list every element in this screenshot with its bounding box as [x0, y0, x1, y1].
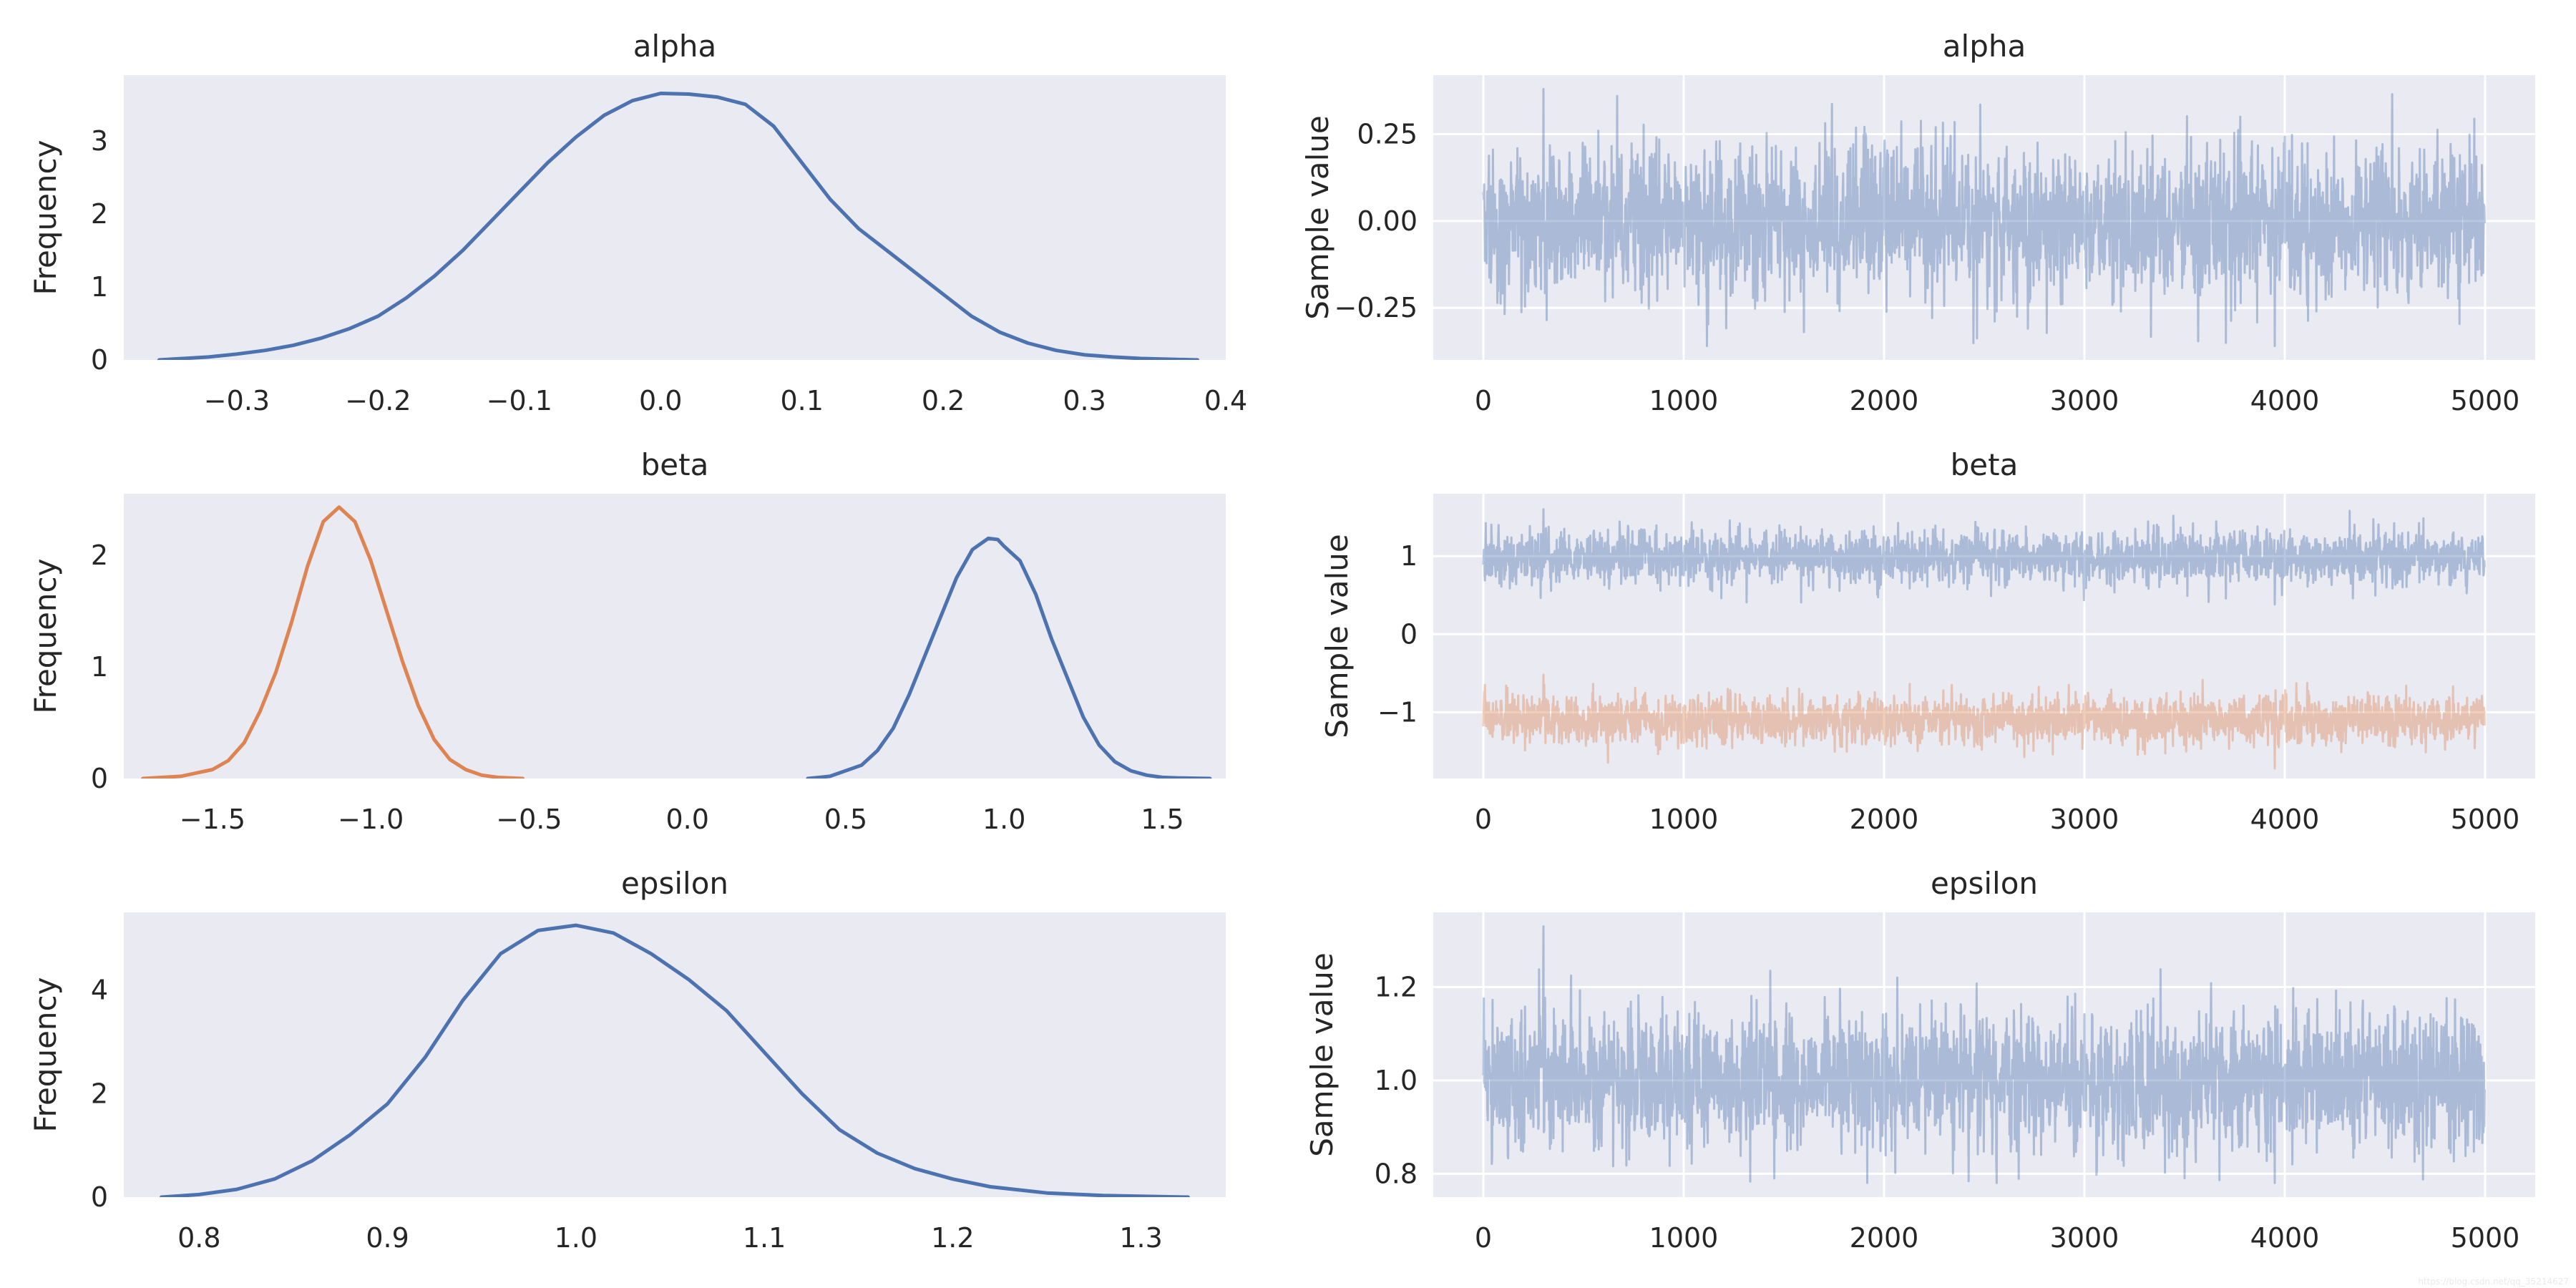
beta_kde-ytick-label: 0 — [91, 763, 108, 794]
epsilon_trace-xtick-label: 5000 — [2451, 1222, 2520, 1254]
alpha_kde-xtick-label: 0.1 — [780, 385, 823, 416]
panel-beta_trace: 0 1000 2000 3000 4000 5000 −1 0 1 beta Sample valu… — [1319, 447, 2535, 835]
alpha_kde-xtick-label: 0.2 — [922, 385, 965, 416]
panel-beta_kde: −1.5 −1.0 −0.5 0.0 0.5 1.0 1.5 0 1 2 beta Frequency — [28, 447, 1226, 835]
alpha_trace-ylabel: Sample value — [1300, 115, 1335, 320]
epsilon_kde-axes-background — [124, 912, 1226, 1197]
epsilon_trace-axes-background — [1433, 912, 2535, 1197]
epsilon_kde-xtick-label: 1.3 — [1119, 1222, 1162, 1254]
alpha_trace-xtick-label: 2000 — [1850, 385, 1919, 416]
beta_trace-ytick-label: −1 — [1377, 696, 1418, 728]
epsilon_trace-plot-area — [1482, 925, 2486, 1184]
epsilon_trace-xtick-label: 3000 — [2050, 1222, 2119, 1254]
beta_trace-ylabel: Sample value — [1319, 534, 1355, 738]
alpha_kde-ytick-label: 3 — [91, 125, 108, 157]
beta_kde-xtick-label: −0.5 — [496, 804, 562, 835]
epsilon_kde-ylabel: Frequency — [28, 977, 63, 1133]
epsilon_trace-xtick-label: 1000 — [1649, 1222, 1719, 1254]
epsilon_trace-xtick-label: 0 — [1475, 1222, 1492, 1254]
alpha_trace-xtick-label: 5000 — [2451, 385, 2520, 416]
beta_kde-xtick-label: 1.0 — [982, 804, 1025, 835]
beta_kde-series-line — [141, 505, 525, 779]
alpha_trace-xtick-label: 0 — [1475, 385, 1492, 416]
epsilon_trace-trace-series — [1482, 925, 2486, 1184]
panel-alpha_kde: −0.3 −0.2 −0.1 0.0 0.1 0.2 0.3 0.4 0 1 2 3 alpha Freq… — [28, 29, 1247, 416]
beta_kde-ytick-label: 2 — [91, 540, 108, 571]
beta_trace-xtick-label: 5000 — [2451, 804, 2520, 835]
epsilon_kde-xtick-label: 1.1 — [743, 1222, 786, 1254]
epsilon_trace-xtick-label: 4000 — [2250, 1222, 2320, 1254]
epsilon_kde-ytick-label: 4 — [91, 975, 108, 1006]
epsilon_kde-title: epsilon — [621, 866, 728, 901]
alpha_kde-ylabel: Frequency — [28, 140, 63, 296]
panel-alpha_trace: 0 1000 2000 3000 4000 5000 −0.25 0.00 0.25 alpha S… — [1300, 29, 2535, 416]
beta_trace-axes-background — [1433, 494, 2535, 779]
epsilon_kde-ytick-label: 0 — [91, 1181, 108, 1213]
beta_trace-trace-series — [1482, 673, 2486, 770]
beta_kde-plot-area — [141, 505, 1212, 779]
alpha_trace-title: alpha — [1943, 29, 2026, 64]
epsilon_kde-plot-area — [160, 923, 1190, 1197]
alpha_kde-ytick-label: 2 — [91, 198, 108, 230]
beta_kde-xtick-label: 0.0 — [665, 804, 708, 835]
alpha_kde-ytick-label: 0 — [91, 344, 108, 376]
epsilon_trace-title: epsilon — [1931, 866, 2038, 901]
alpha_trace-xtick-label: 1000 — [1649, 385, 1719, 416]
epsilon_trace-ytick-label: 1.2 — [1375, 971, 1418, 1002]
beta_trace-xtick-label: 0 — [1475, 804, 1492, 835]
alpha_kde-ytick-label: 1 — [91, 271, 108, 303]
watermark: https://blog.csdn.net/qq_35214627 — [2418, 1277, 2569, 1287]
beta_trace-title: beta — [1951, 447, 2019, 482]
beta_kde-series-line — [806, 536, 1212, 779]
alpha_trace-ytick-label: −0.25 — [1335, 292, 1418, 323]
epsilon_trace-ytick-label: 1.0 — [1375, 1065, 1418, 1096]
beta_trace-xtick-label: 3000 — [2050, 804, 2119, 835]
beta_trace-trace-series — [1482, 508, 2486, 606]
beta_kde-xtick-label: 1.5 — [1141, 804, 1184, 835]
alpha_trace-ytick-label: 0.00 — [1357, 205, 1418, 237]
alpha_trace-trace-series — [1482, 87, 2486, 348]
alpha_kde-title: alpha — [633, 29, 716, 64]
epsilon_kde-xtick-label: 0.9 — [366, 1222, 409, 1254]
alpha_kde-xtick-label: 0.4 — [1204, 385, 1247, 416]
beta_kde-xtick-label: −1.0 — [338, 804, 404, 835]
epsilon_kde-series-line — [160, 923, 1190, 1197]
alpha_trace-ytick-label: 0.25 — [1357, 119, 1418, 150]
beta_kde-xtick-label: −1.5 — [180, 804, 245, 835]
beta_trace-ytick-label: 0 — [1400, 618, 1418, 650]
alpha_trace-axes-background — [1433, 75, 2535, 360]
epsilon_trace-ylabel: Sample value — [1304, 952, 1340, 1157]
epsilon_kde-xtick-label: 1.0 — [555, 1222, 597, 1254]
epsilon_trace-ytick-label: 0.8 — [1375, 1158, 1418, 1189]
beta_trace-plot-area — [1482, 508, 2486, 770]
beta_kde-axes-background — [124, 494, 1226, 779]
alpha_kde-xtick-label: −0.2 — [345, 385, 411, 416]
alpha_trace-xtick-label: 3000 — [2050, 385, 2119, 416]
beta_kde-ylabel: Frequency — [28, 559, 63, 714]
epsilon_kde-xtick-label: 0.8 — [177, 1222, 220, 1254]
beta_kde-xtick-label: 0.5 — [824, 804, 867, 835]
alpha_kde-xtick-label: −0.1 — [487, 385, 552, 416]
epsilon_kde-xtick-label: 1.2 — [931, 1222, 974, 1254]
beta_kde-title: beta — [641, 447, 709, 482]
panel-epsilon_trace: 0 1000 2000 3000 4000 5000 0.8 1.0 1.2 epsilon Sam… — [1304, 866, 2535, 1254]
beta_trace-xtick-label: 2000 — [1850, 804, 1919, 835]
alpha_kde-xtick-label: 0.3 — [1063, 385, 1106, 416]
epsilon_trace-xtick-label: 2000 — [1850, 1222, 1919, 1254]
beta_trace-ytick-label: 1 — [1400, 540, 1418, 572]
beta_trace-xtick-label: 4000 — [2250, 804, 2320, 835]
panel-epsilon_kde: 0.8 0.9 1.0 1.1 1.2 1.3 0 2 4 epsilon Frequency — [28, 866, 1226, 1254]
epsilon_kde-ytick-label: 2 — [91, 1078, 108, 1109]
beta_trace-xtick-label: 1000 — [1649, 804, 1719, 835]
alpha_kde-plot-area — [157, 92, 1199, 360]
beta_kde-ytick-label: 1 — [91, 651, 108, 683]
alpha_trace-plot-area — [1482, 87, 2486, 348]
alpha_kde-xtick-label: 0.0 — [639, 385, 682, 416]
alpha_trace-xtick-label: 4000 — [2250, 385, 2320, 416]
alpha_kde-series-line — [157, 92, 1199, 360]
alpha_kde-axes-background — [124, 75, 1226, 360]
alpha_kde-xtick-label: −0.3 — [204, 385, 270, 416]
